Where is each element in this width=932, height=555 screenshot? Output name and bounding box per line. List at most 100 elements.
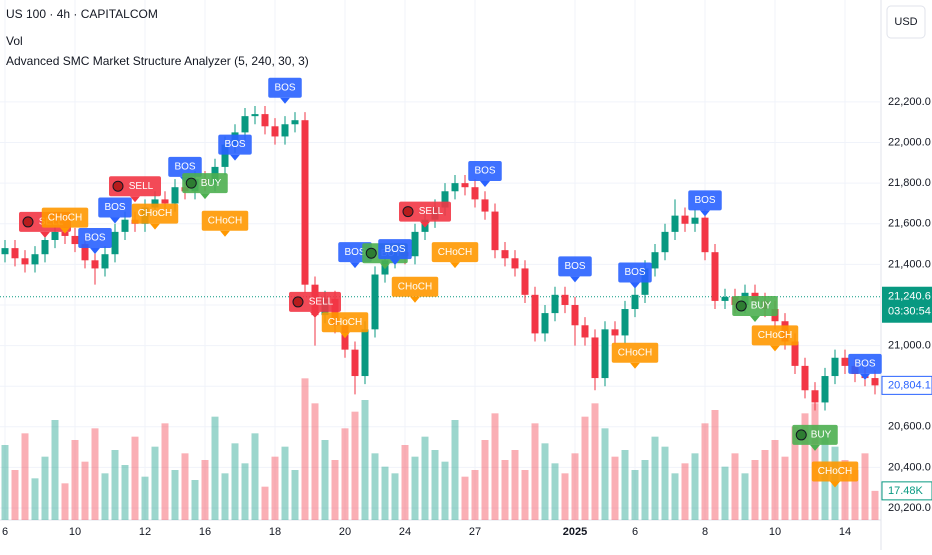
volume-bar (411, 456, 419, 520)
annotation: BOS (78, 227, 112, 254)
annotation-label: BOS (274, 82, 295, 93)
annotation-label: CHoCH (618, 347, 652, 358)
annotation-box (431, 242, 479, 263)
currency[interactable]: USD (894, 16, 917, 28)
candle-body (171, 187, 179, 204)
x-tick-label: 10 (69, 526, 81, 538)
candle-body (601, 329, 609, 379)
annotation-box (78, 227, 112, 248)
y-tick-label: 20,200.0 (888, 502, 931, 514)
annotation-pointer (220, 230, 230, 237)
annotation-pointer (420, 221, 430, 228)
annotation-label: BUY (751, 301, 772, 312)
annotation-pointer (410, 296, 420, 303)
annotation-pointer (830, 481, 840, 488)
annotation-label: BOS (854, 358, 875, 369)
volume-bar (81, 461, 89, 520)
annotation-layer: SELLCHoCHBOSBOSSELLCHoCHBOSBUYCHoCHBOSBO… (19, 77, 882, 488)
candle-body (491, 211, 499, 251)
candle-body (221, 144, 229, 167)
annotation-label: BOS (174, 162, 195, 173)
annotation: BOS (688, 190, 722, 217)
candle-body (451, 183, 459, 192)
candle-body (801, 365, 809, 391)
annotation-pointer (230, 154, 240, 161)
candle-body (581, 325, 589, 338)
volume-bar (281, 446, 289, 520)
annotation-label: CHoCH (208, 215, 242, 226)
volume-bar (461, 476, 469, 520)
volume-bar (361, 400, 369, 520)
annotation-icon (795, 429, 807, 441)
candle-body (531, 294, 539, 334)
annotation-label: BOS (564, 261, 585, 272)
volume-bar (31, 478, 39, 520)
x-tick-label: 16 (199, 526, 211, 538)
volume-bar (91, 428, 99, 520)
annotation-box (399, 201, 451, 222)
candle-body (541, 313, 549, 334)
volume-bar (571, 453, 579, 520)
volume-bar (801, 413, 809, 520)
annotation-label: BUY (201, 178, 222, 189)
candle-body (31, 254, 39, 265)
annotation-box (201, 210, 249, 231)
annotation-pointer (630, 362, 640, 369)
candle-body (571, 304, 579, 326)
candle-body (51, 231, 59, 240)
volume-bar (681, 463, 689, 520)
volume-bar (771, 440, 779, 520)
candle-body (411, 231, 419, 257)
volume-bar (311, 403, 319, 520)
candle-body (611, 329, 619, 336)
candle-body (631, 294, 639, 310)
volume-bar (181, 453, 189, 520)
annotation-label: CHoCH (328, 317, 362, 328)
annotation-box (378, 239, 412, 260)
annotation: BOS (558, 256, 592, 283)
annotation-box (182, 173, 228, 194)
annotation: BUY (732, 295, 778, 322)
candle-body (671, 215, 679, 232)
annotation-label: CHoCH (438, 247, 472, 258)
volume-bar (511, 450, 519, 520)
volume-bar (141, 476, 149, 520)
volume-bar (251, 433, 259, 520)
annotation-pointer (350, 262, 360, 269)
volume-bar (741, 473, 749, 520)
annotation-label: BOS (104, 202, 125, 213)
volume-bar (431, 450, 439, 520)
candle-body (841, 357, 849, 366)
y-tick-label: 22,200.0 (888, 96, 931, 108)
annotation: BOS (218, 134, 252, 161)
volume-bar (391, 473, 399, 520)
volume-bar (851, 470, 859, 520)
volume-bar (381, 466, 389, 520)
x-tick-label: 8 (702, 526, 708, 538)
annotation-pointer (280, 97, 290, 104)
annotation-label: BOS (694, 195, 715, 206)
volume-bar (711, 410, 719, 520)
annotation-pointer (480, 180, 490, 187)
volume-bar (481, 440, 489, 520)
annotation: BOS (618, 262, 652, 289)
annotation-label: BOS (474, 166, 495, 177)
candle-body (691, 217, 699, 224)
annotation: SELL (289, 291, 341, 318)
annotation-box (109, 176, 161, 197)
volume-bar (661, 446, 669, 520)
candle-body (101, 254, 109, 269)
volume-bar (51, 420, 59, 520)
candle-body (461, 183, 469, 188)
annotation-pointer (390, 259, 400, 266)
annotation: BOS (268, 77, 302, 104)
annotation-label: BOS (84, 233, 105, 244)
volume-bar (131, 436, 139, 520)
annotation-box (168, 156, 202, 177)
candle-body (471, 187, 479, 200)
volume-bar (541, 443, 549, 520)
annotation-box (811, 461, 859, 482)
currency-button[interactable] (886, 5, 926, 39)
candle-body (301, 120, 309, 285)
